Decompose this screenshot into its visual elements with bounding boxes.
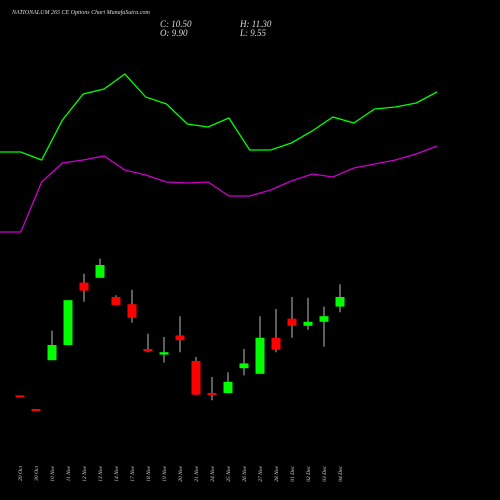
candle-body xyxy=(159,352,169,355)
candle-body xyxy=(79,282,89,291)
candle-body xyxy=(175,335,185,341)
x-tick-label: 14 Nov xyxy=(113,465,120,481)
x-tick-label: 04 Dec xyxy=(337,465,344,481)
chart-title: NATIONALUM 265 CE Options Chart MunafaSu… xyxy=(11,9,150,16)
x-tick-label: 10 Nov xyxy=(50,465,56,481)
x-tick-label: 18 Nov xyxy=(146,465,152,481)
x-tick-label: 17 Nov xyxy=(130,465,136,481)
x-tick-label: 12 Nov xyxy=(82,465,88,481)
ohlc-low: L: 9.55 xyxy=(239,28,267,38)
candle-body xyxy=(319,316,329,322)
x-tick-label: 03 Dec xyxy=(322,465,328,481)
candle-body xyxy=(255,337,265,374)
candle-body xyxy=(127,304,137,318)
x-tick-label: 28 Nov xyxy=(274,465,280,481)
candle-body xyxy=(95,265,105,278)
candle-body xyxy=(15,395,25,398)
candle-body xyxy=(143,349,153,352)
x-tick-label: 25 Nov xyxy=(226,465,232,481)
x-tick-label: 21 Nov xyxy=(194,465,200,481)
ohlc-close: C: 10.50 xyxy=(160,19,192,29)
candle-body xyxy=(31,409,41,411)
candle-body xyxy=(239,363,249,369)
x-tick-label: 13 Nov xyxy=(98,465,104,481)
x-tick-label: 24 Nov xyxy=(209,465,216,481)
x-tick-label: 02 Dec xyxy=(306,465,312,481)
candle-body xyxy=(47,345,57,361)
candle-body xyxy=(111,297,121,305)
indicator-line xyxy=(0,145,438,233)
candle-body xyxy=(207,393,217,395)
candle-body xyxy=(223,381,233,393)
ohlc-high: H: 11.30 xyxy=(239,19,272,29)
candle-body xyxy=(303,321,313,326)
x-tick-label: 27 Nov xyxy=(258,465,264,481)
candle-body xyxy=(63,300,73,345)
indicator-line xyxy=(0,73,438,161)
candle-body xyxy=(335,297,345,307)
candle-body xyxy=(271,337,281,350)
x-tick-label: 19 Nov xyxy=(162,465,168,481)
x-tick-label: 30 Oct xyxy=(34,466,40,482)
x-tick-label: 11 Nov xyxy=(66,465,72,481)
x-tick-label: 29 Oct xyxy=(18,466,24,481)
x-tick-label: 20 Nov xyxy=(178,465,184,481)
candle-body xyxy=(287,318,297,326)
x-tick-label: 26 Nov xyxy=(242,465,248,481)
candle-body xyxy=(191,361,201,395)
x-tick-label: 01 Dec xyxy=(290,465,296,481)
ohlc-open: O: 9.90 xyxy=(160,28,188,38)
